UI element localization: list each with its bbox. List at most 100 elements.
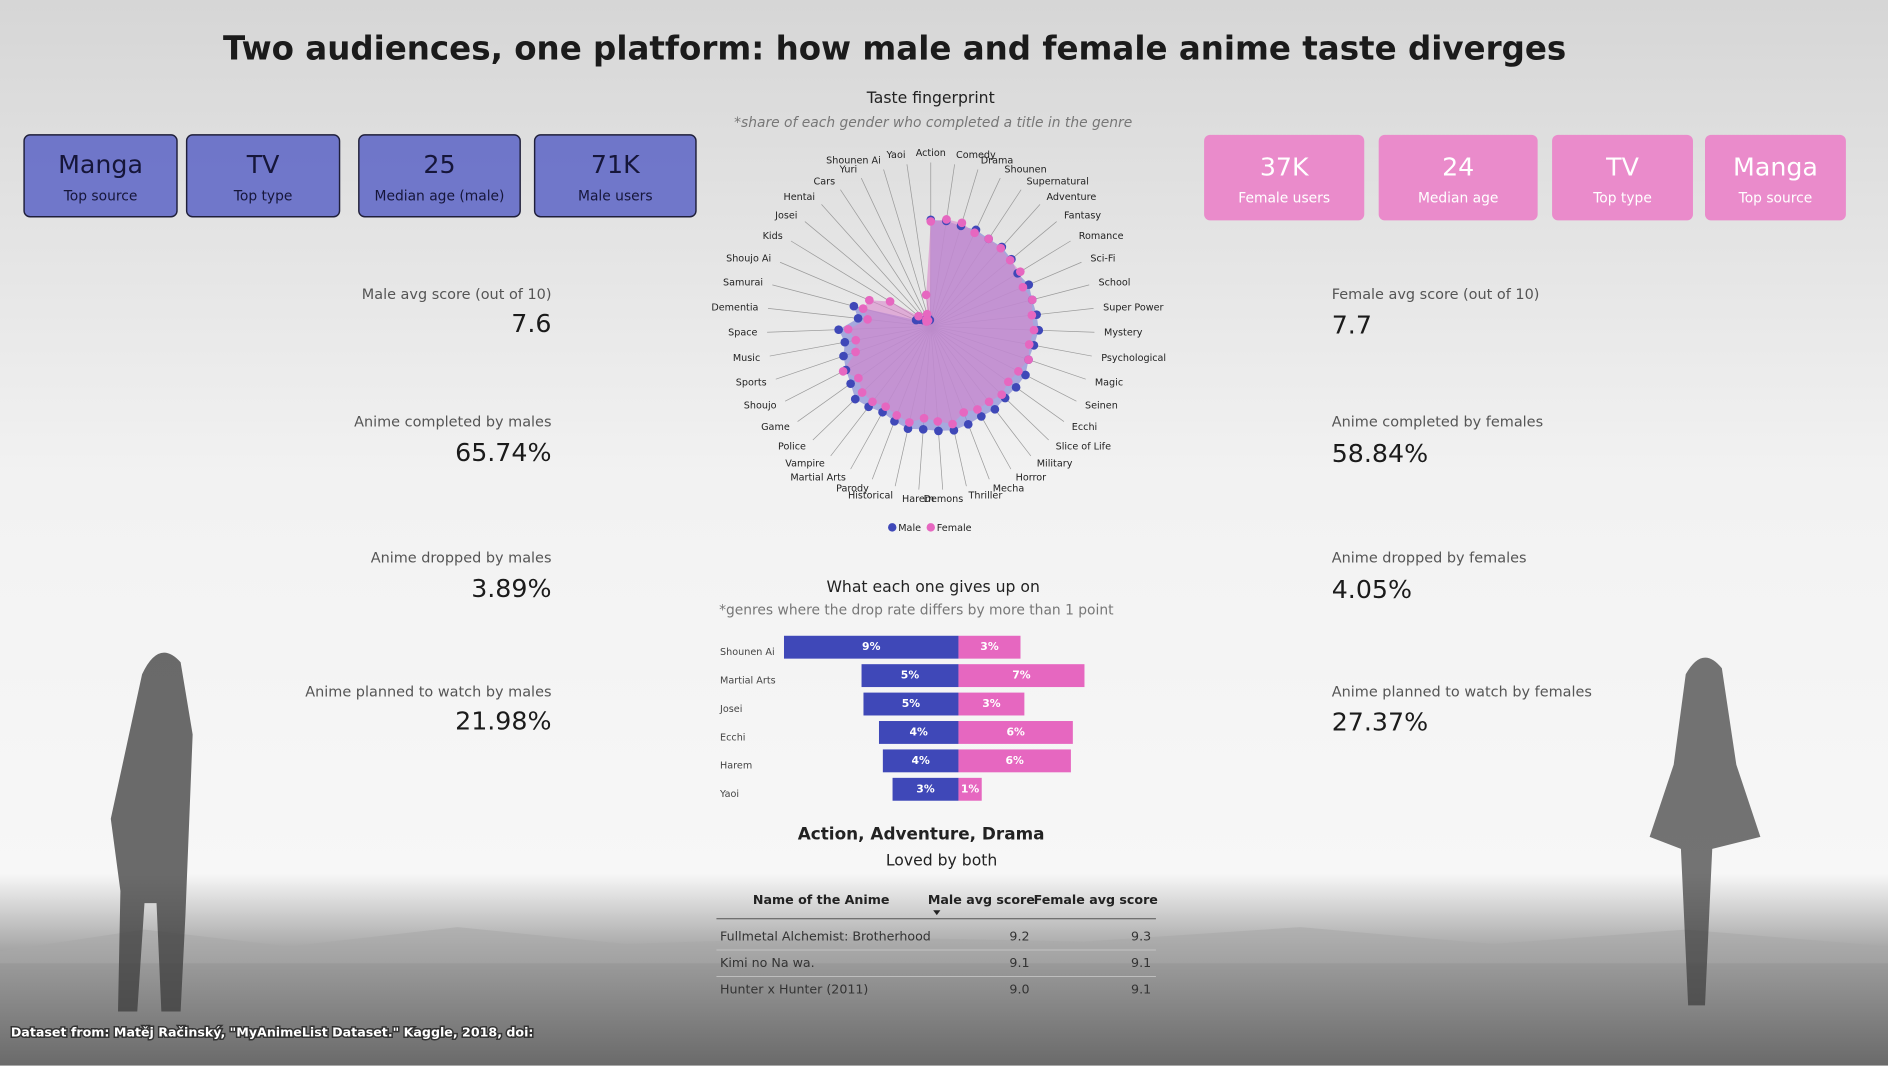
table-cell: 9.1 bbox=[1009, 955, 1029, 970]
radar-category-label: Shoujo bbox=[744, 401, 777, 412]
radar-point bbox=[923, 316, 933, 325]
radar-category-label: Kids bbox=[763, 231, 783, 242]
kpi-card: Manga Top source bbox=[23, 134, 178, 218]
radar-point bbox=[843, 324, 853, 334]
radar-point bbox=[1014, 367, 1023, 376]
radar-category-label: Drama bbox=[981, 155, 1014, 166]
kpi-card: 37K Female users bbox=[1204, 134, 1365, 221]
column-header[interactable]: Male avg score bbox=[928, 892, 1035, 907]
radar-spoke bbox=[883, 169, 932, 327]
bar-value-label: 6% bbox=[1005, 754, 1024, 767]
column-header[interactable]: Name of the Anime bbox=[753, 892, 890, 907]
card-label: Top type bbox=[233, 188, 293, 204]
bar-category-label: Ecchi bbox=[720, 732, 745, 743]
table-cell: 9.2 bbox=[1009, 928, 1029, 943]
radar-category-label: Supernatural bbox=[1026, 177, 1088, 188]
radar-category-label: Thriller bbox=[967, 491, 1002, 502]
bar bbox=[863, 692, 959, 716]
radar-category-label: Magic bbox=[1095, 377, 1123, 388]
bar-value-label: 4% bbox=[910, 725, 929, 738]
radar-category-label: Seinen bbox=[1085, 401, 1118, 412]
radar-point bbox=[1011, 383, 1021, 392]
card-box bbox=[1204, 134, 1365, 221]
radar-point bbox=[1003, 377, 1013, 387]
card-label: Median age bbox=[1418, 191, 1498, 207]
radar-point bbox=[990, 405, 1000, 414]
radar-category-label: Shoujo Ai bbox=[726, 253, 771, 264]
radar-point bbox=[957, 218, 967, 228]
radar-category-label: Comedy bbox=[956, 150, 996, 161]
stat-value: 7.6 bbox=[511, 309, 551, 338]
sort-indicator bbox=[933, 910, 941, 916]
radar-point bbox=[864, 295, 874, 305]
radar-spoke bbox=[860, 177, 932, 327]
stat-label: Anime completed by males bbox=[354, 415, 551, 431]
radar-category-label: Action bbox=[916, 148, 946, 159]
radar-category-label: Shounen Ai bbox=[826, 155, 881, 166]
chart-title: Taste fingerprint bbox=[866, 88, 995, 107]
radar-point bbox=[849, 301, 859, 311]
chart-subtitle: *share of each gender who completed a ti… bbox=[734, 115, 1132, 131]
stat-value: 3.89% bbox=[471, 574, 551, 603]
table-cell: Kimi no Na wa. bbox=[720, 955, 815, 970]
radar-category-label: Romance bbox=[1079, 231, 1124, 242]
radar-point bbox=[851, 347, 860, 357]
radar-category-label: Yuri bbox=[839, 164, 858, 175]
radar-point bbox=[963, 419, 973, 429]
radar-point bbox=[959, 408, 969, 417]
content: Manga Top source TV Top type 25 Median age (m… bbox=[23, 88, 1846, 996]
bar-value-label: 5% bbox=[901, 669, 920, 682]
radar-category-label: Music bbox=[733, 353, 760, 364]
radar-category-label: Adventure bbox=[1046, 192, 1096, 203]
radar-point bbox=[863, 315, 872, 324]
bar-category-label: Harem bbox=[720, 761, 752, 772]
radar-point bbox=[881, 402, 890, 412]
radar-point bbox=[868, 397, 877, 407]
radar-point bbox=[854, 373, 863, 383]
stat-value: 58.84% bbox=[1332, 439, 1428, 468]
bar-value-label: 6% bbox=[1006, 725, 1025, 738]
radar-category-label: Horror bbox=[1016, 473, 1047, 484]
radar-category-label: Parody bbox=[836, 483, 869, 494]
legend-label: Female bbox=[937, 523, 972, 534]
stat-label: Anime planned to watch by females bbox=[1332, 684, 1592, 700]
radar-category-label: Cars bbox=[814, 177, 836, 188]
legend-label: Male bbox=[898, 523, 921, 534]
card-box bbox=[1705, 134, 1846, 221]
radar-point bbox=[942, 215, 951, 224]
card-box bbox=[23, 134, 178, 218]
horizon-hills bbox=[0, 927, 1888, 964]
card-value: TV bbox=[1605, 153, 1639, 182]
bar-value-label: 9% bbox=[862, 640, 881, 653]
radar-point bbox=[850, 394, 860, 404]
stat-label: Female avg score (out of 10) bbox=[1332, 287, 1540, 303]
chart-title: What each one gives up on bbox=[826, 577, 1039, 596]
radar-category-label: Mecha bbox=[993, 483, 1025, 494]
radar-point bbox=[892, 411, 902, 420]
radar-point bbox=[1024, 340, 1034, 349]
radar-spoke bbox=[804, 221, 932, 327]
bar bbox=[958, 749, 1071, 773]
stat-label: Anime dropped by females bbox=[1332, 551, 1527, 567]
radar-point bbox=[839, 351, 848, 361]
radar-point bbox=[984, 397, 994, 407]
column-header[interactable]: Female avg score bbox=[1034, 892, 1158, 907]
radar-spoke bbox=[840, 189, 932, 327]
radar-point bbox=[1029, 325, 1039, 335]
radar-category-label: Yaoi bbox=[886, 150, 906, 161]
stat-value: 7.7 bbox=[1332, 310, 1372, 339]
bar bbox=[882, 749, 959, 773]
card-box bbox=[358, 134, 521, 218]
card-label: Top source bbox=[1738, 191, 1813, 207]
bar-value-label: 5% bbox=[902, 697, 921, 710]
radar-point bbox=[996, 243, 1006, 253]
radar-point bbox=[922, 309, 932, 319]
radar-category-label: Historical bbox=[848, 491, 893, 502]
bar-value-label: 4% bbox=[911, 754, 930, 767]
radar-category-label: Hentai bbox=[783, 192, 815, 203]
card-box bbox=[533, 134, 697, 218]
kpi-card: 24 Median age bbox=[1378, 134, 1538, 221]
radar-point bbox=[934, 426, 943, 436]
